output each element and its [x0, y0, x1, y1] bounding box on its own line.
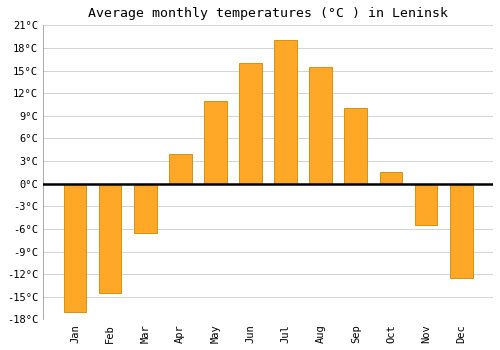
- Bar: [414, 184, 438, 225]
- Bar: [204, 101, 227, 184]
- Bar: [380, 172, 402, 184]
- Bar: [134, 184, 156, 233]
- Bar: [64, 184, 86, 312]
- Bar: [239, 63, 262, 184]
- Bar: [169, 154, 192, 184]
- Title: Average monthly temperatures (°C ) in Leninsk: Average monthly temperatures (°C ) in Le…: [88, 7, 448, 20]
- Bar: [310, 67, 332, 184]
- Bar: [344, 108, 368, 184]
- Bar: [274, 40, 297, 184]
- Bar: [98, 184, 122, 293]
- Bar: [450, 184, 472, 278]
